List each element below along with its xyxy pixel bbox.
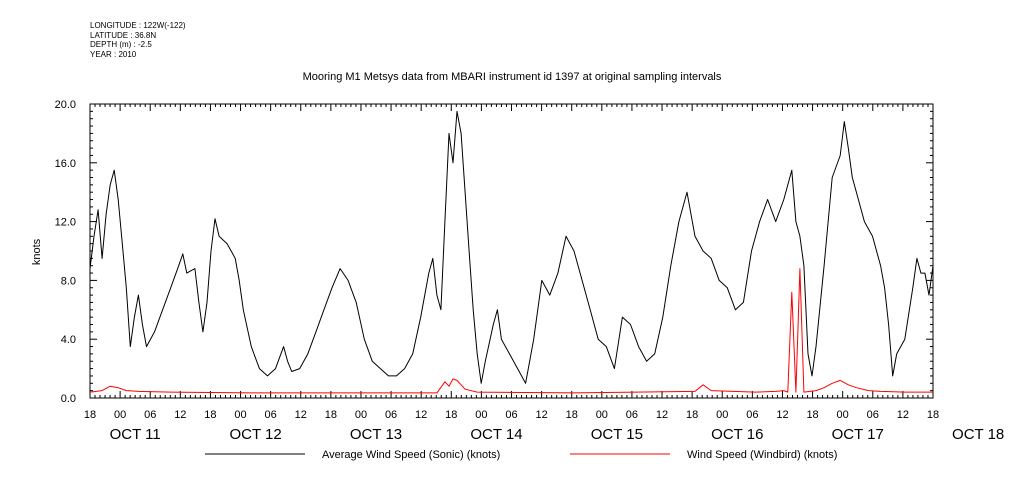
x-hour-label: 18 [84,409,96,421]
series-layer [89,110,934,394]
latitude-label: LATITUDE : 36.8N [90,30,157,40]
x-day-label: OCT 15 [591,426,643,443]
y-tick-label: 16.0 [55,158,76,170]
y-tick-label: 12.0 [55,217,76,229]
x-hour-label: 06 [144,409,156,421]
x-hour-label: 00 [234,409,246,421]
depth-label: DEPTH (m) : -2.5 [90,40,152,49]
x-day-label: OCT 11 [110,426,161,443]
x-hour-label: 12 [174,409,186,421]
series-line-sonic [89,110,934,384]
y-axis: 0.0 4.0 8.0 12.0 16.0 20.0 [55,99,933,405]
x-hour-label: 18 [325,409,337,421]
x-hour-label: 18 [806,409,818,421]
x-day-label: OCT 14 [470,426,522,443]
y-tick-label: 8.0 [61,275,76,287]
y-tick-label: 0.0 [61,393,76,405]
chart-title: Mooring M1 Metsys data from MBARI instru… [303,71,722,83]
x-hour-label: 12 [656,409,668,421]
x-hour-label: 00 [475,409,487,421]
x-hour-label: 12 [295,409,307,421]
x-hour-label: 12 [415,409,427,421]
x-hour-label: 06 [385,409,397,421]
year-label: YEAR : 2010 [90,49,137,59]
x-hour-label: 06 [265,409,277,421]
x-hour-label: 12 [776,409,788,421]
legend: Average Wind Speed (Sonic) (knots) Wind S… [205,449,837,461]
x-hour-label: 18 [686,409,698,421]
x-day-label: OCT 16 [711,426,763,443]
x-hour-label: 18 [204,409,216,421]
x-day-label: OCT 18 [952,426,1004,443]
x-hour-label: 00 [355,409,367,421]
x-day-label: OCT 12 [229,426,281,443]
metadata-block: LONGITUDE : 122W(-122) LATITUDE : 36.8N … [90,21,186,59]
longitude-label: LONGITUDE : 122W(-122) [90,21,186,30]
x-hour-label: 18 [927,409,939,421]
legend-label: Average Wind Speed (Sonic) (knots) [322,449,500,461]
x-hour-label: 06 [505,409,517,421]
x-hour-label: 12 [897,409,909,421]
x-hour-label: 12 [535,409,547,421]
x-hour-label: 00 [114,409,126,421]
series-line-windbird [89,268,933,394]
x-hour-label: 00 [596,409,608,421]
x-hour-label: 18 [445,409,457,421]
x-day-label: OCT 13 [350,426,402,443]
x-hour-label: 00 [837,409,849,421]
x-hour-label: 06 [626,409,638,421]
legend-label: Wind Speed (Windbird) (knots) [687,449,837,461]
plot-frame [89,103,934,399]
y-axis-label: knots [31,238,43,265]
x-hour-label: 00 [716,409,728,421]
y-tick-label: 20.0 [55,99,76,111]
x-hour-label: 06 [867,409,879,421]
x-axis: 18 00 06 12 18 00 06 12 18 00 06 12 18 00 06 12 18 00 06 12… [84,104,1004,443]
x-hour-label: 18 [566,409,578,421]
x-day-label: OCT 17 [832,426,884,443]
x-hour-label: 06 [746,409,758,421]
y-tick-label: 4.0 [61,334,76,346]
